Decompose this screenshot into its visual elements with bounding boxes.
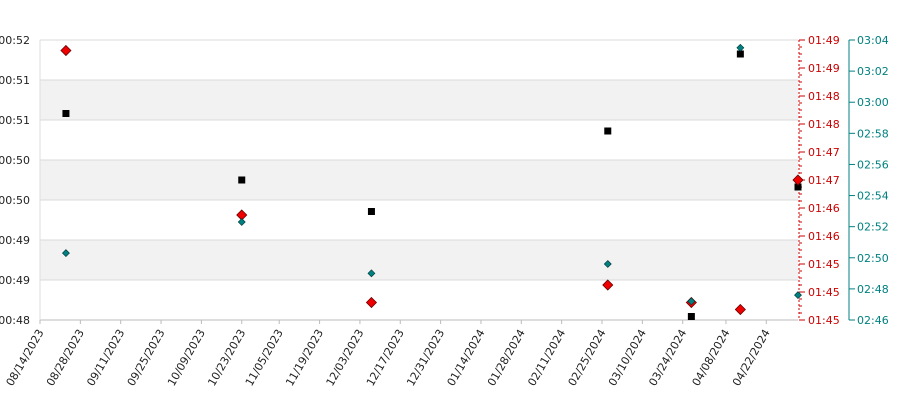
- x-axis: 08/14/202308/28/202309/11/202309/25/2023…: [4, 320, 773, 388]
- x-tick-label: 11/19/2023: [283, 327, 326, 388]
- right-teal-tick-label: 02:58: [857, 127, 889, 140]
- grid-band: [40, 240, 798, 280]
- right-red-tick-label: 01:49: [808, 62, 840, 75]
- right-teal-tick-label: 02:52: [857, 221, 889, 234]
- grid-band: [40, 160, 798, 200]
- x-tick-label: 03/24/2024: [646, 327, 689, 388]
- x-tick-label: 12/03/2023: [324, 327, 367, 388]
- left-tick-label: 00:49: [0, 274, 30, 287]
- black-square-point: [794, 183, 802, 191]
- red-point: [602, 279, 614, 291]
- x-tick-label: 01/14/2024: [445, 327, 488, 388]
- right-red-tick-label: 01:48: [808, 90, 840, 103]
- black-square-point: [62, 110, 70, 117]
- left-axis: 00:48 00:49 00:49 00:50 00:50 00:51 00:51 00:52: [0, 34, 30, 327]
- teal-diamond-point: [367, 269, 376, 278]
- teal-diamond-point: [62, 249, 70, 258]
- red-point: [734, 303, 746, 316]
- x-tick-label: 12/17/2023: [364, 327, 407, 388]
- teal-diamond-point: [687, 297, 696, 306]
- right-red-tick-label: 01:46: [808, 202, 840, 215]
- x-tick-label: 01/28/2024: [485, 327, 528, 388]
- left-tick-label: 00:49: [0, 234, 30, 247]
- teal-diamond-point: [237, 218, 246, 226]
- right-red-tick-label: 01:49: [808, 34, 840, 47]
- teal-diamond-point: [794, 291, 802, 300]
- x-tick-label: 02/25/2024: [566, 327, 609, 388]
- right-teal-tick-label: 03:02: [857, 65, 889, 78]
- grid-bands: [39, 39, 798, 321]
- right-red-tick-label: 01:48: [808, 118, 840, 131]
- right-teal-tick-label: 02:54: [857, 190, 889, 203]
- black-square-point: [736, 50, 744, 58]
- x-tick-label: 03/10/2024: [606, 327, 649, 388]
- black-square-point: [367, 208, 375, 215]
- right-red-tick-label: 01:46: [808, 230, 840, 243]
- left-tick-label: 00:51: [0, 114, 30, 127]
- left-tick-label: 00:52: [0, 34, 30, 47]
- right-axis-teal: 02:46 02:48 02:50 02:52 02:54 02:56 02:58 03:00…: [848, 34, 889, 327]
- red-point: [60, 44, 72, 57]
- right-red-tick-label: 01:45: [808, 286, 840, 299]
- right-red-tick-label: 01:47: [808, 146, 840, 159]
- right-red-tick-label: 01:45: [808, 258, 840, 271]
- left-tick-label: 00:50: [0, 194, 30, 207]
- x-tick-label: 02/11/2024: [525, 327, 568, 388]
- x-tick-label: 09/25/2023: [125, 327, 168, 388]
- x-tick-label: 08/14/2023: [4, 327, 47, 388]
- black-square-point: [604, 127, 612, 135]
- right-teal-tick-label: 02:56: [857, 158, 889, 171]
- red-point: [792, 174, 804, 186]
- black-square-point: [238, 176, 246, 184]
- grid-band: [40, 40, 798, 80]
- grid-band: [40, 200, 798, 240]
- x-tick-label: 11/05/2023: [243, 327, 286, 388]
- red-point: [365, 296, 378, 309]
- left-tick-label: 00:51: [0, 74, 30, 87]
- grid-band: [40, 280, 798, 320]
- right-red-tick-label: 01:47: [808, 174, 840, 187]
- grid-band: [40, 120, 798, 160]
- teal-diamond-point: [603, 260, 612, 268]
- left-tick-label: 00:48: [0, 314, 30, 327]
- right-teal-tick-label: 02:48: [857, 283, 889, 296]
- right-teal-tick-label: 03:04: [857, 34, 889, 47]
- right-red-tick-label: 01:45: [808, 314, 840, 327]
- x-tick-label: 12/31/2023: [404, 327, 447, 388]
- x-tick-label: 10/23/2023: [205, 327, 248, 388]
- x-tick-label: 10/09/2023: [165, 327, 208, 388]
- left-tick-label: 00:50: [0, 154, 30, 167]
- x-tick-label: 09/11/2023: [84, 327, 127, 388]
- black-square-point: [687, 313, 695, 320]
- right-teal-tick-label: 02:46: [857, 314, 889, 327]
- teal-diamond-point: [736, 43, 745, 52]
- right-axis-red: 01:45 01:45 01:45 01:46 01:46 01:47 01:47 01:48…: [798, 34, 840, 327]
- right-teal-tick-label: 03:00: [857, 96, 889, 109]
- x-tick-label: 04/22/2024: [730, 327, 773, 388]
- grid-band: [40, 80, 798, 120]
- right-teal-tick-label: 02:50: [857, 252, 889, 265]
- data-points: [60, 43, 804, 320]
- x-tick-label: 08/28/2023: [44, 327, 87, 388]
- x-tick-label: 04/08/2024: [690, 327, 733, 388]
